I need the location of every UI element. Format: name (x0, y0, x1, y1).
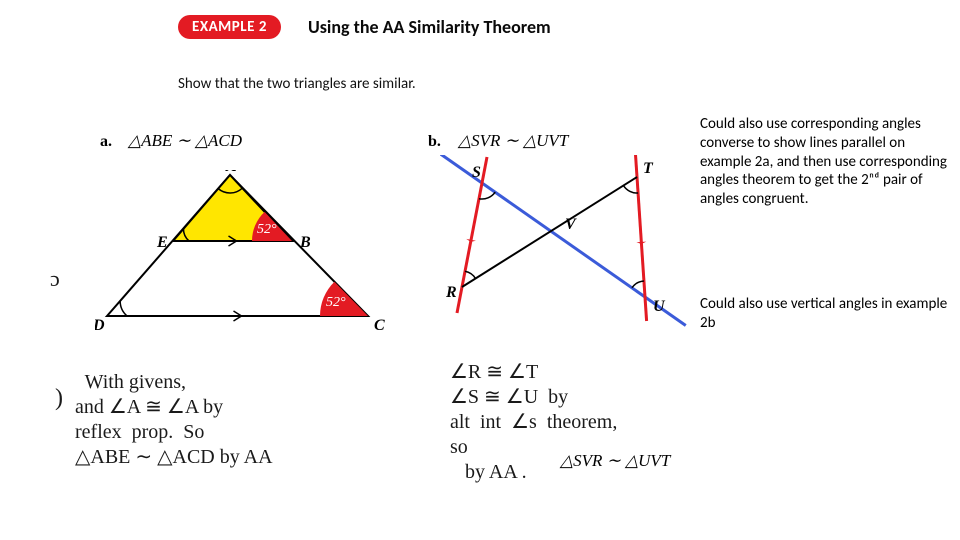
part-b-label: b. (428, 133, 441, 151)
figure-b: S T V R U (440, 155, 710, 345)
angle-arc-u (632, 281, 644, 288)
point-label-r: R (445, 284, 457, 301)
part-a-statement: △ABE ∼ △ACD (128, 131, 242, 151)
page-title: Using the AA Similarity Theorem (308, 16, 551, 38)
point-label-e: E (156, 234, 168, 251)
point-label-v: V (565, 216, 577, 233)
handwriting-margin: ɔ (50, 265, 60, 293)
figure-a: 52° 52° A E B D C (95, 170, 395, 350)
point-label-s: S (472, 164, 481, 181)
handwriting-printed-similarity: △SVR ∼ △UVT (560, 451, 670, 471)
handwriting-paren: ) (55, 383, 63, 413)
instruction-text: Show that the two triangles are similar. (178, 75, 416, 93)
line-tu (635, 155, 646, 321)
note-2: Could also use vertical angles in exampl… (700, 295, 955, 333)
segment-rt (462, 177, 637, 287)
point-label-b: B (299, 234, 311, 251)
note-1: Could also use corresponding angles conv… (700, 115, 955, 209)
point-label-a: A (225, 170, 237, 175)
angle-arc-t (624, 186, 638, 193)
handwriting-left: With givens, and ∠A ≅ ∠A by reflex prop.… (75, 370, 273, 470)
angle-arc-d (120, 301, 127, 316)
point-label-c: C (374, 317, 385, 334)
arrow-tu (636, 242, 646, 244)
page: EXAMPLE 2 Using the AA Similarity Theore… (0, 0, 960, 540)
example-badge: EXAMPLE 2 (178, 15, 281, 39)
angle-label-b: 52° (257, 222, 277, 237)
angle-label-c: 52° (326, 295, 346, 310)
point-label-d: D (95, 317, 105, 334)
point-label-t: T (643, 160, 654, 177)
angle-arc-r (465, 271, 476, 279)
part-b-statement: △SVR ∼ △UVT (458, 131, 568, 151)
part-a-label: a. (100, 133, 112, 151)
point-label-u: U (653, 298, 666, 315)
